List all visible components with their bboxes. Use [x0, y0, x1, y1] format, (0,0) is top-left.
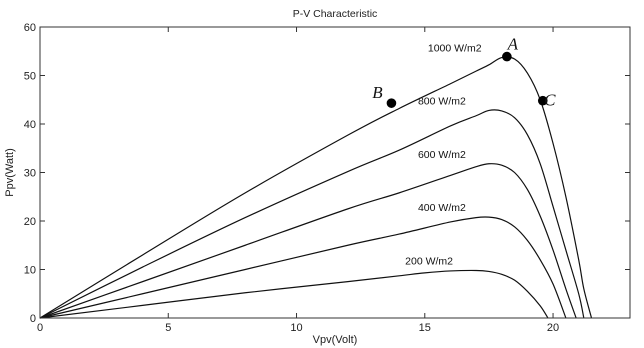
y-tick-label: 50	[24, 71, 36, 83]
y-tick-label: 30	[24, 168, 36, 180]
y-axis-ticks: 0 10 20 30 40 50 60	[24, 22, 630, 325]
series-label: 1000 W/m2	[428, 43, 482, 55]
x-tick-label: 0	[37, 322, 43, 334]
series-line	[39, 163, 577, 319]
series-line	[39, 216, 567, 319]
x-axis-ticks: 0 5 10 15 20	[37, 27, 559, 334]
series-line	[39, 109, 585, 319]
operating-point-marker	[502, 51, 512, 62]
chart-title: P-V Characteristic	[293, 8, 378, 20]
operating-point-marker	[537, 95, 548, 106]
series-label: 400 W/m2	[418, 202, 466, 214]
y-axis-label: Ppv(Watt)	[4, 148, 16, 197]
x-axis-label: Vpv(Volt)	[313, 334, 358, 346]
operating-point-label: B	[372, 83, 383, 102]
x-tick-label: 15	[419, 322, 431, 334]
operating-point-marker	[386, 98, 397, 108]
curves-layer	[39, 56, 593, 319]
y-tick-label: 60	[24, 22, 36, 34]
x-tick-label: 5	[165, 322, 171, 334]
y-tick-label: 0	[30, 313, 36, 325]
x-tick-label: 20	[547, 322, 559, 334]
series-label: 200 W/m2	[405, 255, 453, 267]
series-labels-layer: 1000 W/m2 800 W/m2 600 W/m2 400 W/m2 200 W/m…	[405, 43, 482, 268]
operating-point-label: C	[544, 91, 556, 110]
x-tick-label: 10	[290, 322, 302, 334]
operating-point-label: A	[507, 35, 519, 54]
markers-layer: A B C	[372, 35, 556, 110]
y-tick-label: 40	[24, 119, 36, 131]
y-tick-label: 20	[24, 216, 36, 228]
series-line	[39, 269, 549, 319]
series-line	[39, 56, 593, 319]
series-label: 800 W/m2	[418, 95, 466, 107]
series-label: 600 W/m2	[418, 149, 466, 161]
y-tick-label: 10	[24, 265, 36, 277]
